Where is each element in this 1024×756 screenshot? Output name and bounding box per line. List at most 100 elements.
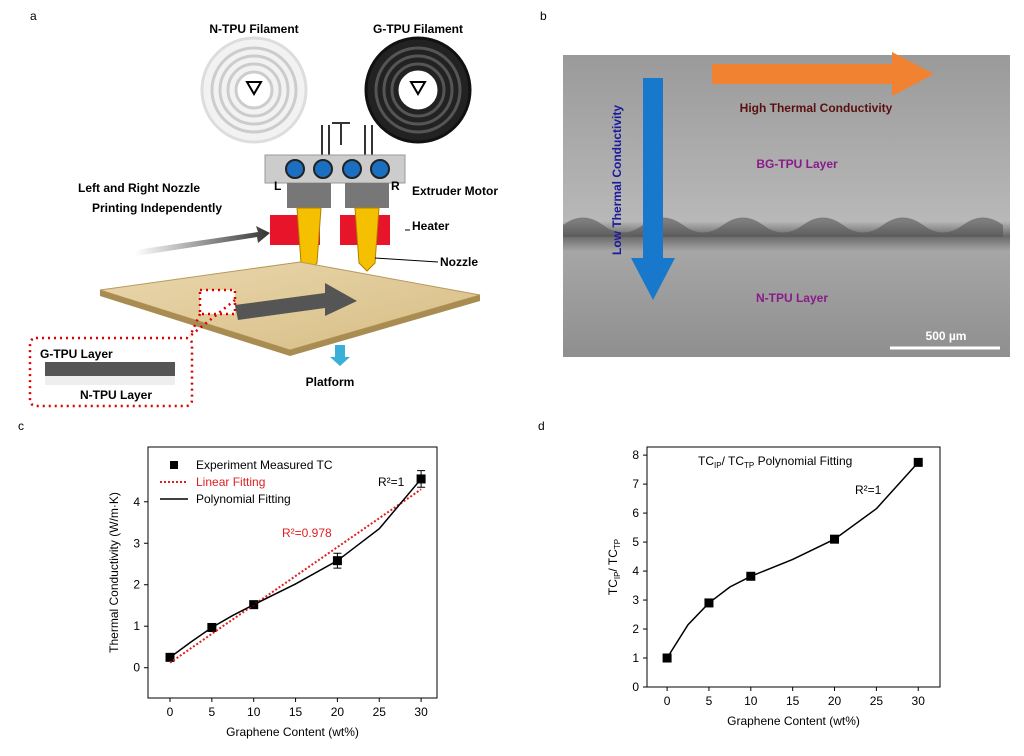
plot-frame	[646, 446, 941, 688]
nozzle	[296, 207, 380, 272]
spool	[364, 36, 472, 144]
nozzle-body	[345, 183, 389, 208]
x-tick-label: 25	[870, 694, 884, 708]
platform-edge	[100, 290, 480, 356]
label: Extruder Motor	[412, 184, 498, 198]
scale-label: 500 µm	[926, 329, 967, 343]
annotation: R²=1	[378, 475, 405, 489]
y-tick-label: 3	[632, 593, 639, 607]
panel-b: b High Thermal Conductivity BG-TPU Layer…	[540, 9, 1010, 357]
panel-a: a N-TPU Filament G-TPU Filament L R Extr…	[28, 9, 498, 408]
x-tick-label: 15	[786, 694, 800, 708]
x-tick-label: 20	[828, 694, 842, 708]
label: N-TPU Layer	[80, 388, 152, 402]
label: N-TPU Filament	[209, 22, 298, 36]
y-tick-label: 6	[632, 506, 639, 520]
annotation: R²=1	[855, 483, 882, 497]
rollers	[285, 159, 390, 179]
arrow	[330, 345, 350, 366]
label: N-TPU Layer	[756, 291, 828, 305]
label: L	[274, 179, 281, 193]
y-tick-label: 4	[133, 495, 140, 509]
filament	[321, 122, 373, 155]
panel-label: d	[538, 419, 545, 433]
label: BG-TPU Layer	[756, 157, 838, 171]
label: Platform	[306, 375, 355, 389]
y-tick-label: 8	[632, 448, 639, 462]
zoom-frame	[28, 336, 194, 408]
nozzle-body	[287, 183, 331, 208]
fit-line	[169, 488, 422, 664]
label: Left and Right Nozzle	[78, 181, 200, 195]
y-tick-label: 1	[632, 651, 639, 665]
label: Heater	[412, 219, 450, 233]
label: R	[391, 179, 400, 193]
annotation-part: TP	[744, 461, 754, 470]
label: G-TPU Layer	[40, 347, 113, 361]
y-tick-label: 2	[133, 578, 140, 592]
x-axis-label: Graphene Content (wt%)	[727, 714, 860, 728]
y-tick-label: 5	[632, 535, 639, 549]
annotation-part: IP	[714, 461, 722, 470]
x-tick-label: 25	[373, 705, 387, 719]
fit-line	[666, 461, 919, 659]
y-axis-label: Thermal Conductivity (W/m·K)	[107, 492, 121, 653]
arrow	[631, 78, 675, 300]
x-tick-label: 0	[167, 705, 174, 719]
layer	[45, 376, 175, 385]
y-axis-label-part: TP	[613, 539, 622, 549]
x-tick-label: 5	[209, 705, 216, 719]
plot-frame	[147, 446, 438, 699]
panel-label: a	[30, 9, 37, 23]
x-tick-label: 20	[331, 705, 345, 719]
chart-d: 0 5 10 15 20 25 30 0 1 2 3 4 5 6 7 8 Graphene Content (w…	[606, 446, 941, 728]
y-axis-label-part: / TC	[606, 549, 620, 572]
x-tick-label: 5	[706, 694, 713, 708]
panel-label: b	[540, 9, 547, 23]
icon	[245, 81, 427, 96]
y-tick-label: 2	[632, 622, 639, 636]
y-tick-label: 0	[133, 661, 140, 675]
layer	[45, 362, 175, 376]
arrow	[235, 283, 357, 320]
annotation: R²=0.978	[282, 526, 332, 540]
legend-label: Linear Fitting	[196, 475, 265, 489]
spool	[200, 36, 308, 144]
x-axis-label: Graphene Content (wt%)	[226, 725, 359, 739]
y-axis-label-part: TC	[606, 579, 620, 595]
y-tick-label: 0	[632, 680, 639, 694]
label: Printing Independently	[92, 201, 222, 215]
legend-marker	[170, 461, 178, 469]
x-tick-label: 0	[664, 694, 671, 708]
label: Low Thermal Conductivity	[610, 105, 624, 255]
fit-line	[169, 478, 422, 658]
panel-label: c	[18, 419, 24, 433]
annotation-part: TC	[698, 454, 714, 468]
x-tick-label: 10	[247, 705, 261, 719]
x-tick-label: 15	[289, 705, 303, 719]
arrow	[135, 226, 270, 256]
annotation: TCIP/ TCTP Polynomial Fitting	[698, 454, 852, 470]
label: High Thermal Conductivity	[740, 101, 893, 115]
legend-label: Experiment Measured TC	[196, 458, 333, 472]
chart-c: 0 5 10 15 20 25 30 0 1 2 3 4 Graphene Content (wt%) T…	[107, 446, 438, 739]
arrow	[712, 52, 934, 96]
x-tick-label: 10	[744, 694, 758, 708]
annotation-part: / TC	[722, 454, 745, 468]
sem-image	[563, 55, 1010, 357]
y-tick-label: 1	[133, 619, 140, 633]
leader	[374, 229, 439, 263]
texture	[563, 217, 1003, 237]
zoom-box	[198, 288, 237, 316]
y-tick-label: 7	[632, 477, 639, 491]
y-tick-label: 3	[133, 536, 140, 550]
x-tick-label: 30	[912, 694, 926, 708]
annotation-part: Polynomial Fitting	[754, 454, 852, 468]
y-axis-label: TCIP/ TCTP	[606, 539, 622, 595]
legend-label: Polynomial Fitting	[196, 492, 291, 506]
y-axis-label-part: IP	[613, 572, 622, 580]
label: Nozzle	[440, 255, 478, 269]
label: G-TPU Filament	[373, 22, 463, 36]
zoom-line	[188, 299, 236, 337]
